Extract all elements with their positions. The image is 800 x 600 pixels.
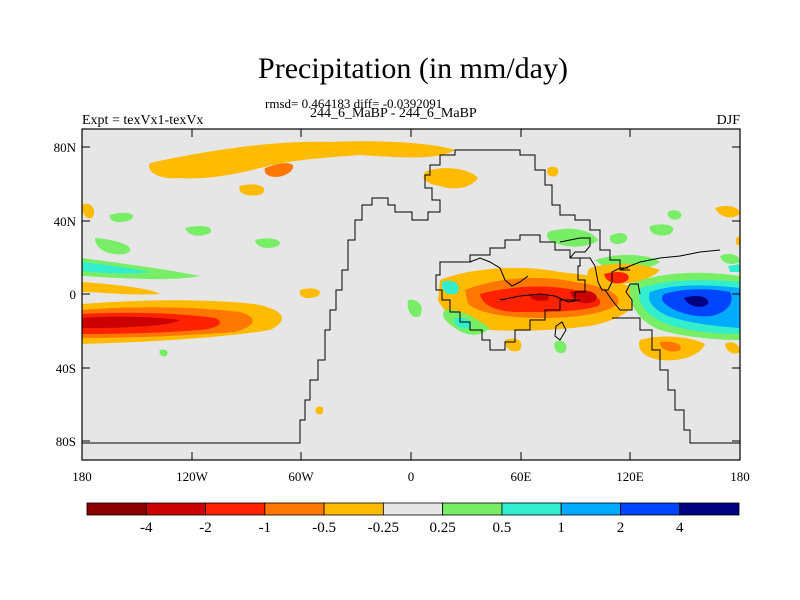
anomaly-npac-green4 [255,238,280,248]
anomaly-siberia2 [547,166,559,177]
coast-asia-east [619,249,721,271]
anomaly-arctic-neg2 [264,163,294,177]
anomaly-ne-pac [715,206,740,218]
lat-axis: 80N 40N 0 40S 80S [54,140,740,449]
colorbar-label: 0.5 [493,520,512,536]
anomaly-ne-pac2 [736,236,740,246]
lon-axis: 180 120W 60W 0 60E 120E 180 [72,129,750,484]
precip-field [82,141,740,415]
anomaly-africa-cyan2 [454,317,472,329]
anomaly-spac-east [725,342,740,354]
colorbar-swatch [264,502,325,516]
anomaly-asia-green3 [649,224,674,236]
experiment-label: Expt = texVx1-texVx [82,113,204,128]
colorbar-swatch [442,502,503,516]
anomaly-npac-green5 [109,212,134,223]
colorbar-label: 1 [557,520,565,536]
colorbar-label: -0.5 [312,520,336,536]
anomaly-ne-pac3 [720,254,740,264]
anomaly-asia-green2 [609,233,628,244]
anomaly-npac-orange2 [82,282,160,295]
colorbar-label: -4 [140,520,153,536]
lon-tick-label: 180 [72,469,92,484]
colorbar-swatch [501,502,562,516]
colorbar-swatch [620,502,681,516]
plot-title: Precipitation (in mm/day) [258,52,568,85]
stats-text: rmsd= 0.464183 diff= -0.0392091 [265,96,443,111]
anomaly-spcz-band-deep [82,316,180,328]
lat-tick-label: 80N [54,140,77,155]
coast-australia [612,317,740,444]
anomaly-io-deep2 [530,293,549,301]
coast-seasia [604,283,641,311]
coast-west-continent [82,149,630,444]
colorbar-swatch [205,502,266,516]
colorbar-label: -0.25 [368,520,399,536]
colorbar-label: 2 [617,520,625,536]
anomaly-arctic-neg [149,141,455,179]
coast-europe [469,257,529,287]
anomaly-io-green-s [554,340,567,354]
anomaly-npac-green3 [185,225,211,236]
colorbar-label: -1 [259,520,272,536]
colorbar-swatch [86,502,147,516]
plot-subtitle: 244_6_MaBP - 244_6_MaBP [310,106,477,121]
anomaly-npac-green [82,258,200,280]
anomaly-siberia [423,168,478,189]
colorbar-swatch [382,502,444,516]
anomaly-antarctic [159,349,168,357]
anomaly-africa-cyan [441,280,459,295]
anomaly-asia-red [604,272,629,284]
anomaly-satl-orange [315,406,324,415]
lat-tick-label: 80S [56,434,76,449]
lon-tick-label: 120W [176,469,209,484]
anomaly-ne-pac4 [728,264,740,272]
anomaly-atl-green [407,299,422,318]
coastlines [82,149,740,444]
colorbar-swatch [679,502,740,516]
season-label: DJF [716,113,740,128]
anomaly-epac-orange [299,288,320,298]
anomaly-arctic-neg3 [239,184,265,196]
lat-tick-label: 40N [54,214,77,229]
colorbar-label: 0.25 [430,520,456,536]
anomaly-npac-orange [82,203,95,219]
anomaly-asia-green4 [667,210,682,220]
anomaly-wpac-dark [684,296,709,307]
colorbar-swatch [323,502,384,516]
lon-tick-label: 0 [408,469,415,484]
colorbar: -4 -2 -1 -0.5 -0.25 0.25 0.5 1 2 4 [86,502,740,536]
coast-madagascar [554,321,567,341]
lat-tick-label: 40S [56,361,76,376]
lon-tick-label: 120E [616,469,644,484]
colorbar-swatch [560,502,621,516]
anomaly-asia-green [547,228,598,247]
coast-arabia [559,237,591,259]
colorbar-label: 4 [676,520,684,536]
anomaly-aus-south2 [660,341,681,352]
colorbar-label: -2 [199,520,212,536]
coast-africa [435,234,586,351]
anomaly-npac-green2 [95,238,131,255]
lon-tick-label: 60E [511,469,532,484]
colorbar-swatch [145,502,206,516]
coast-europe-2 [499,293,581,303]
anomaly-npac-cyan [82,262,150,274]
lat-tick-label: 0 [70,287,77,302]
lon-tick-label: 60W [288,469,314,484]
lon-tick-label: 180 [730,469,750,484]
